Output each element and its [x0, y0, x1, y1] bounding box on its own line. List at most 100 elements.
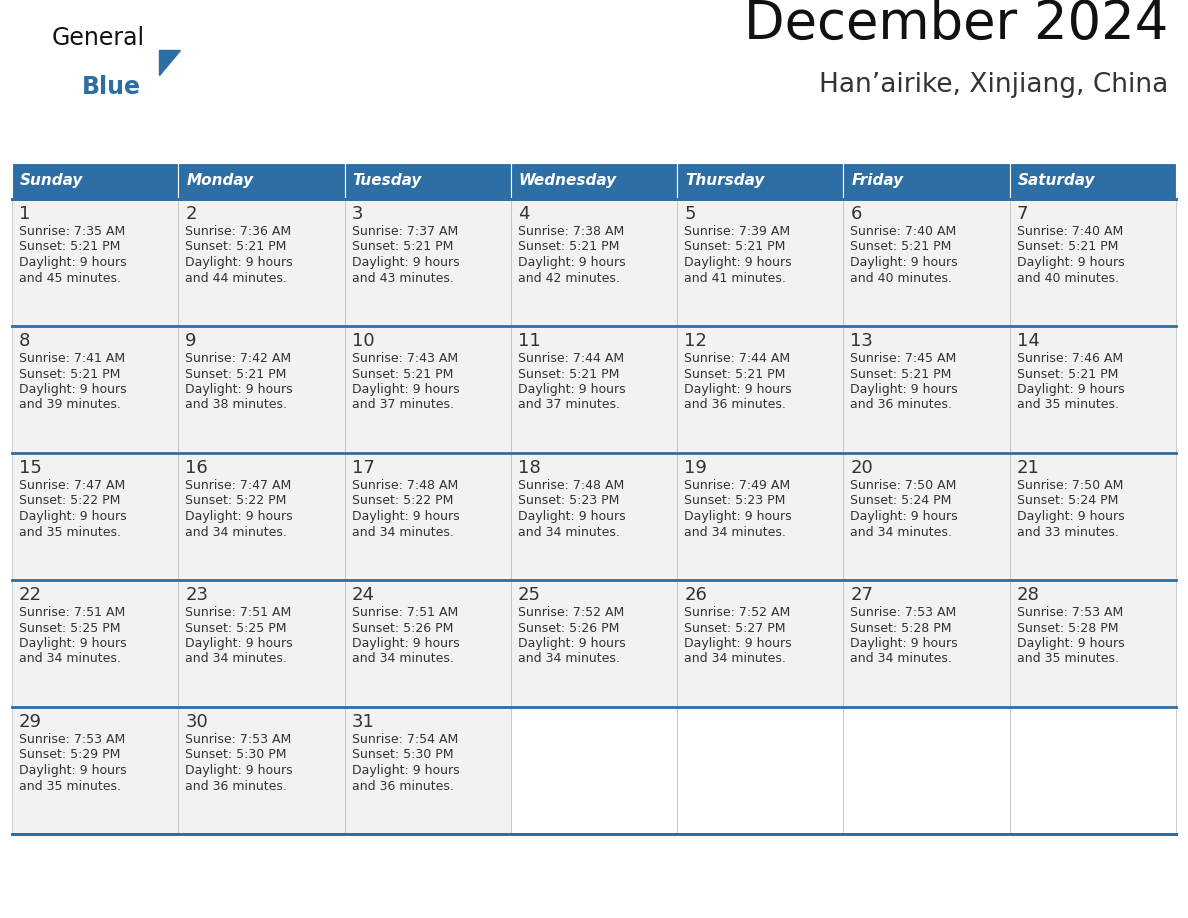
Bar: [511, 326, 677, 453]
Text: 26: 26: [684, 586, 707, 604]
Text: Daylight: 9 hours: Daylight: 9 hours: [851, 383, 958, 396]
Bar: [345, 199, 511, 326]
Text: Sunrise: 7:53 AM: Sunrise: 7:53 AM: [185, 733, 291, 746]
Bar: [345, 163, 511, 199]
Text: and 36 minutes.: and 36 minutes.: [352, 779, 454, 792]
Text: and 39 minutes.: and 39 minutes.: [19, 398, 121, 411]
Bar: [843, 326, 1010, 453]
Text: and 45 minutes.: and 45 minutes.: [19, 272, 121, 285]
Text: Sunset: 5:21 PM: Sunset: 5:21 PM: [518, 367, 619, 380]
Bar: [1010, 199, 1176, 326]
Bar: [345, 707, 511, 834]
Text: Sunrise: 7:51 AM: Sunrise: 7:51 AM: [185, 606, 291, 619]
Text: Daylight: 9 hours: Daylight: 9 hours: [352, 383, 460, 396]
Bar: [677, 326, 843, 453]
Text: Sunset: 5:23 PM: Sunset: 5:23 PM: [518, 495, 619, 508]
Text: Blue: Blue: [82, 75, 141, 99]
Text: Sunrise: 7:47 AM: Sunrise: 7:47 AM: [19, 479, 125, 492]
Bar: [511, 707, 677, 834]
Bar: [12, 453, 178, 580]
Text: and 41 minutes.: and 41 minutes.: [684, 272, 786, 285]
Text: Sunrise: 7:40 AM: Sunrise: 7:40 AM: [851, 225, 956, 238]
Text: Sunset: 5:27 PM: Sunset: 5:27 PM: [684, 621, 785, 634]
Text: Daylight: 9 hours: Daylight: 9 hours: [185, 256, 293, 269]
Text: 11: 11: [518, 332, 541, 350]
Text: Daylight: 9 hours: Daylight: 9 hours: [684, 637, 791, 650]
Text: Sunrise: 7:53 AM: Sunrise: 7:53 AM: [851, 606, 956, 619]
Bar: [12, 199, 178, 326]
Text: Sunset: 5:25 PM: Sunset: 5:25 PM: [19, 621, 120, 634]
Text: 20: 20: [851, 459, 873, 477]
Text: 1: 1: [19, 205, 31, 223]
Text: and 38 minutes.: and 38 minutes.: [185, 398, 287, 411]
Text: Sunset: 5:29 PM: Sunset: 5:29 PM: [19, 748, 120, 762]
Text: 28: 28: [1017, 586, 1040, 604]
Text: Daylight: 9 hours: Daylight: 9 hours: [851, 256, 958, 269]
Text: Sunday: Sunday: [20, 174, 83, 188]
Text: 18: 18: [518, 459, 541, 477]
Bar: [1010, 707, 1176, 834]
Text: Sunset: 5:21 PM: Sunset: 5:21 PM: [352, 367, 453, 380]
Text: Sunset: 5:28 PM: Sunset: 5:28 PM: [1017, 621, 1118, 634]
Text: and 34 minutes.: and 34 minutes.: [518, 525, 620, 539]
Text: Sunset: 5:26 PM: Sunset: 5:26 PM: [518, 621, 619, 634]
Text: 3: 3: [352, 205, 364, 223]
Text: 19: 19: [684, 459, 707, 477]
Text: and 34 minutes.: and 34 minutes.: [851, 653, 953, 666]
Text: Daylight: 9 hours: Daylight: 9 hours: [518, 510, 626, 523]
Text: Tuesday: Tuesday: [353, 174, 422, 188]
Text: and 33 minutes.: and 33 minutes.: [1017, 525, 1119, 539]
Text: Daylight: 9 hours: Daylight: 9 hours: [684, 383, 791, 396]
Text: Sunrise: 7:46 AM: Sunrise: 7:46 AM: [1017, 352, 1123, 365]
Text: Sunset: 5:24 PM: Sunset: 5:24 PM: [1017, 495, 1118, 508]
Text: Sunset: 5:21 PM: Sunset: 5:21 PM: [185, 367, 286, 380]
Text: Daylight: 9 hours: Daylight: 9 hours: [518, 383, 626, 396]
Text: Sunset: 5:22 PM: Sunset: 5:22 PM: [19, 495, 120, 508]
Text: Sunrise: 7:52 AM: Sunrise: 7:52 AM: [684, 606, 790, 619]
Text: and 34 minutes.: and 34 minutes.: [684, 525, 786, 539]
Polygon shape: [159, 50, 181, 75]
Bar: [511, 163, 677, 199]
Text: Sunrise: 7:44 AM: Sunrise: 7:44 AM: [518, 352, 624, 365]
Bar: [345, 453, 511, 580]
Text: Sunset: 5:21 PM: Sunset: 5:21 PM: [1017, 367, 1118, 380]
Text: Wednesday: Wednesday: [519, 174, 617, 188]
Text: Daylight: 9 hours: Daylight: 9 hours: [352, 637, 460, 650]
Text: 14: 14: [1017, 332, 1040, 350]
Text: Sunset: 5:21 PM: Sunset: 5:21 PM: [684, 241, 785, 253]
Text: and 35 minutes.: and 35 minutes.: [1017, 398, 1119, 411]
Bar: [12, 580, 178, 707]
Text: Han’airike, Xinjiang, China: Han’airike, Xinjiang, China: [819, 72, 1168, 98]
Text: Daylight: 9 hours: Daylight: 9 hours: [1017, 510, 1124, 523]
Text: and 44 minutes.: and 44 minutes.: [185, 272, 287, 285]
Text: 5: 5: [684, 205, 696, 223]
Text: and 36 minutes.: and 36 minutes.: [851, 398, 953, 411]
Text: Sunrise: 7:50 AM: Sunrise: 7:50 AM: [1017, 479, 1123, 492]
Text: Sunset: 5:26 PM: Sunset: 5:26 PM: [352, 621, 453, 634]
Text: Sunrise: 7:47 AM: Sunrise: 7:47 AM: [185, 479, 291, 492]
Text: Sunrise: 7:53 AM: Sunrise: 7:53 AM: [1017, 606, 1123, 619]
Bar: [843, 580, 1010, 707]
Text: Daylight: 9 hours: Daylight: 9 hours: [352, 510, 460, 523]
Text: Sunrise: 7:51 AM: Sunrise: 7:51 AM: [352, 606, 457, 619]
Bar: [511, 580, 677, 707]
Text: 25: 25: [518, 586, 541, 604]
Text: Daylight: 9 hours: Daylight: 9 hours: [1017, 637, 1124, 650]
Text: and 35 minutes.: and 35 minutes.: [19, 779, 121, 792]
Text: and 43 minutes.: and 43 minutes.: [352, 272, 454, 285]
Text: Saturday: Saturday: [1018, 174, 1095, 188]
Text: and 36 minutes.: and 36 minutes.: [684, 398, 786, 411]
Bar: [1010, 163, 1176, 199]
Text: 9: 9: [185, 332, 197, 350]
Text: and 34 minutes.: and 34 minutes.: [185, 525, 287, 539]
Text: Daylight: 9 hours: Daylight: 9 hours: [185, 383, 293, 396]
Bar: [12, 326, 178, 453]
Text: Sunset: 5:21 PM: Sunset: 5:21 PM: [352, 241, 453, 253]
Bar: [178, 163, 345, 199]
Text: and 36 minutes.: and 36 minutes.: [185, 779, 287, 792]
Text: 4: 4: [518, 205, 530, 223]
Text: Sunset: 5:22 PM: Sunset: 5:22 PM: [352, 495, 453, 508]
Text: Daylight: 9 hours: Daylight: 9 hours: [185, 510, 293, 523]
Text: Daylight: 9 hours: Daylight: 9 hours: [851, 637, 958, 650]
Text: and 34 minutes.: and 34 minutes.: [518, 653, 620, 666]
